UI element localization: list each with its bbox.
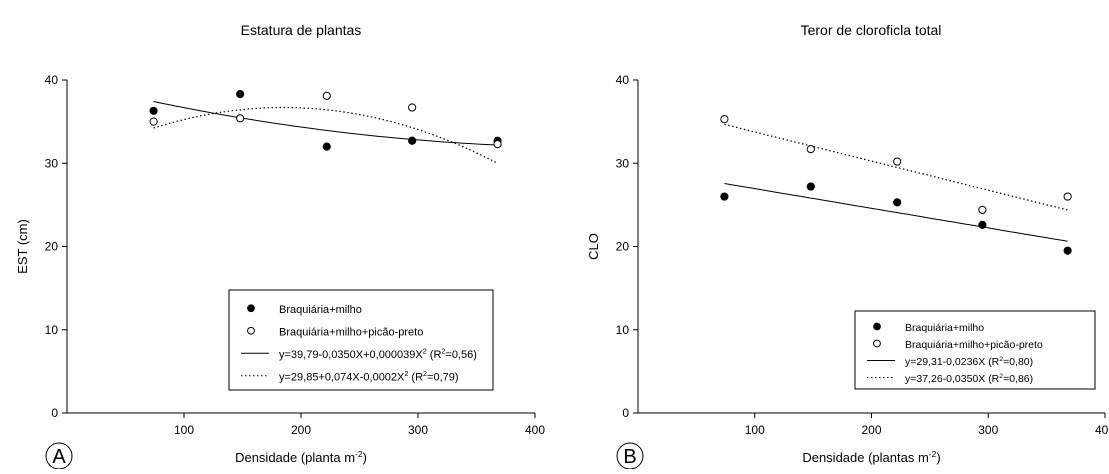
chart-panel-a: Estatura de plantas 0 10 20 30 40 100 200 300 400…: [15, 22, 545, 469]
legend-label: Braquiária+milho+picão-preto: [905, 339, 1043, 351]
legend-label-tail: =0,86): [1003, 373, 1033, 385]
legend-label-tail: (R: [408, 371, 423, 383]
legend-label-tail: =0,80): [1003, 356, 1033, 368]
x-tick-label: 100: [745, 423, 765, 437]
open-point: [237, 115, 244, 122]
legend-label-main: y=37,26-0,0350X (R: [905, 373, 1000, 385]
fit-line-dotted: [154, 108, 498, 164]
legend-label: y=39,79-0,0350X+0,000039X2 (R2=0,56): [279, 347, 477, 360]
filled-point: [1064, 247, 1071, 254]
y-tick-label: 30: [616, 156, 630, 170]
filled-point: [237, 91, 244, 98]
x-tick-label: 400: [525, 423, 545, 437]
legend-label: Braquiária+milho: [279, 304, 362, 316]
filled-point: [807, 183, 814, 190]
y-tick-label: 40: [616, 73, 630, 87]
chart-title: Estatura de plantas: [241, 22, 362, 38]
y-tick-label: 0: [51, 406, 58, 420]
legend-marker: [874, 340, 881, 347]
legend-marker: [248, 305, 255, 312]
legend-label: Braquiária+milho: [905, 322, 984, 334]
fit-line-solid: [154, 102, 498, 146]
filled-point: [721, 193, 728, 200]
y-axis-label: CLO: [586, 233, 601, 260]
open-point: [894, 158, 901, 165]
y-tick-label: 20: [616, 240, 630, 254]
legend-label-main: y=39,79-0,0350X+0,000039X: [279, 349, 423, 361]
filled-point: [409, 137, 416, 144]
open-point: [807, 145, 814, 152]
x-tick-label: 200: [291, 423, 311, 437]
chart-panel-b: Teror de cloroficla total 0 10 20 30 40 100 200…: [586, 22, 1109, 469]
open-point: [150, 118, 157, 125]
x-axis-label-main: Densidade (plantas m: [802, 450, 928, 465]
panel-letter: B: [623, 446, 636, 468]
x-tick-label: 400: [1095, 423, 1109, 437]
y-tick-label: 0: [622, 406, 629, 420]
fit-line-solid: [724, 184, 1067, 242]
y-tick-label: 30: [45, 156, 59, 170]
legend-label-tail: (R: [427, 349, 442, 361]
open-point: [323, 92, 330, 99]
x-axis-label-tail: ): [363, 450, 367, 465]
x-axis-label-tail: ): [936, 450, 940, 465]
fit-line-dotted: [724, 124, 1067, 210]
filled-point: [979, 221, 986, 228]
x-tick-label: 300: [978, 423, 998, 437]
legend-label: Braquiária+milho+picão-preto: [279, 326, 423, 338]
legend-label-main: y=29,85+0,074X-0,0002X: [279, 371, 405, 383]
y-tick-label: 20: [45, 240, 59, 254]
legend-label-main: y=29,31-0,0236X (R: [905, 356, 1000, 368]
filled-point: [894, 199, 901, 206]
legend-label: y=29,85+0,074X-0,0002X2 (R2=0,79): [279, 370, 459, 383]
filled-point: [323, 143, 330, 150]
y-tick-label: 10: [616, 323, 630, 337]
legend-label-tail2: =0,56): [445, 349, 477, 361]
legend-label: y=37,26-0,0350X (R2=0,86): [905, 373, 1033, 385]
y-axis-label: EST (cm): [15, 219, 30, 274]
y-tick-label: 40: [45, 73, 59, 87]
open-point: [979, 206, 986, 213]
filled-point: [150, 107, 157, 114]
legend-label-tail2: =0,79): [427, 371, 459, 383]
open-point: [409, 104, 416, 111]
legend-label: y=29,31-0,0236X (R2=0,80): [905, 356, 1033, 368]
y-tick-label: 10: [45, 323, 59, 337]
chart-title: Teror de cloroficla total: [801, 22, 942, 38]
legend-marker: [248, 327, 255, 334]
panel-letter: A: [52, 446, 66, 468]
x-axis-label: Densidade (plantas m-2): [802, 449, 940, 465]
x-tick-label: 100: [174, 423, 194, 437]
x-axis-label: Densidade (planta m-2): [235, 449, 367, 465]
open-point: [494, 141, 501, 148]
open-point: [1064, 193, 1071, 200]
x-tick-label: 200: [861, 423, 881, 437]
open-point: [721, 116, 728, 123]
x-tick-label: 300: [408, 423, 428, 437]
x-axis-label-main: Densidade (planta m: [235, 450, 355, 465]
legend-marker: [874, 323, 881, 330]
